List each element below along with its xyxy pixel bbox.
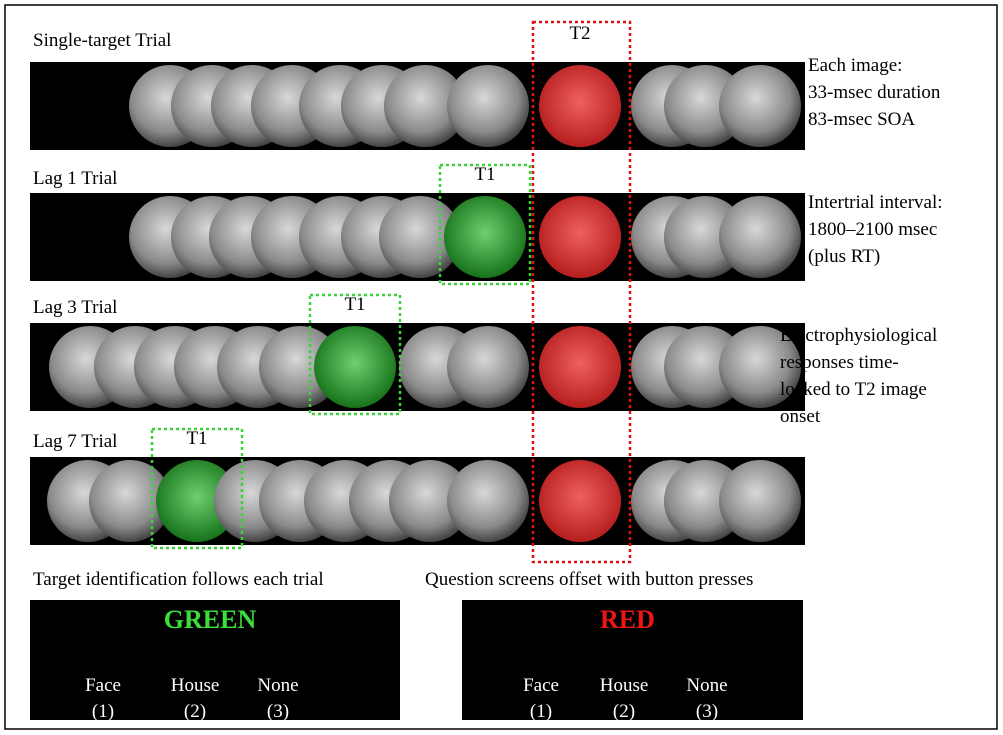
t1-label: T1 [186, 428, 207, 449]
trial-label: Lag 3 Trial [33, 297, 117, 318]
screen-caption: Question screens offset with button pres… [425, 569, 753, 590]
trial-label: Lag 7 Trial [33, 431, 117, 452]
t1-label: T1 [344, 294, 365, 315]
note-line: 1800–2100 msec [808, 219, 937, 240]
option-name: House [600, 675, 649, 696]
image-strip [30, 62, 805, 150]
stimulus-image [447, 65, 529, 147]
target-color-word: GREEN [164, 605, 257, 634]
trial-label: Single-target Trial [33, 30, 171, 51]
option-name: Face [523, 675, 559, 696]
note-line: Each image: [808, 55, 902, 76]
screen-caption: Target identification follows each trial [33, 569, 324, 590]
option-name: None [686, 675, 727, 696]
option-key: (1) [92, 701, 114, 722]
t2-label: T2 [569, 23, 590, 44]
stimulus-image [539, 65, 621, 147]
stimulus-image [447, 326, 529, 408]
stimulus-image [719, 196, 801, 278]
image-strip [30, 457, 805, 545]
option-name: House [171, 675, 220, 696]
images [129, 196, 801, 278]
note-line: Intertrial interval: [808, 192, 943, 213]
stimulus-image [539, 460, 621, 542]
option-name: None [257, 675, 298, 696]
trial-label: Lag 1 Trial [33, 168, 117, 189]
option-name: Face [85, 675, 121, 696]
images [49, 326, 801, 408]
stimulus-image [539, 326, 621, 408]
note-line: 83-msec SOA [808, 109, 915, 130]
stimulus-image [719, 460, 801, 542]
image-strip [30, 323, 805, 411]
note-line: (plus RT) [808, 246, 880, 267]
image-strip [30, 193, 805, 281]
note-line: locked to T2 image [780, 379, 927, 400]
option-key: (1) [530, 701, 552, 722]
stimulus-image [314, 326, 396, 408]
option-key: (2) [184, 701, 206, 722]
target-color-word: RED [600, 605, 655, 634]
figure: Single-target Trial Lag 1 Trial T1 Lag 3 Tr… [0, 0, 1003, 735]
note-line: Electrophysiological [780, 325, 937, 346]
note-line: 33-msec duration [808, 82, 941, 103]
note-line: responses time- [780, 352, 899, 373]
stimulus-image [539, 196, 621, 278]
option-key: (2) [613, 701, 635, 722]
stimulus-image [444, 196, 526, 278]
option-key: (3) [267, 701, 289, 722]
images [129, 65, 801, 147]
stimulus-image [719, 65, 801, 147]
option-key: (3) [696, 701, 718, 722]
note-line: onset [780, 406, 821, 427]
t1-label: T1 [474, 164, 495, 185]
stimulus-image [447, 460, 529, 542]
